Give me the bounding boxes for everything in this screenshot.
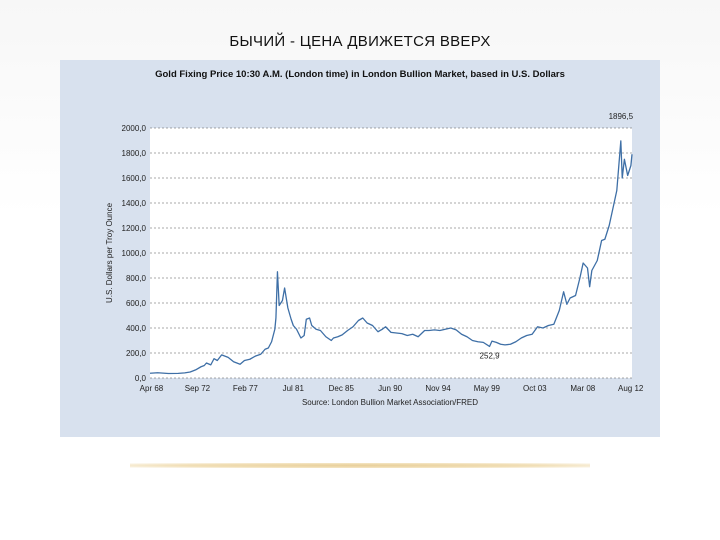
y-tick-label: 1600,0 [122, 174, 147, 183]
chart-title: Gold Fixing Price 10:30 A.M. (London tim… [155, 69, 565, 80]
y-tick-label: 1400,0 [122, 199, 147, 208]
annotation-label: 252,9 [480, 351, 501, 360]
slide-title: БЫЧИЙ - ЦЕНА ДВИЖЕТСЯ ВВЕРХ [229, 33, 491, 50]
series-line-gold-price [149, 140, 633, 375]
x-tick-labels: Apr 68 Sep 72 Feb 77 Jul 81 Dec 85 Jun 90 Nov … [140, 384, 644, 393]
x-tick-label: May 99 [474, 384, 501, 393]
y-tick-label: 600,0 [126, 299, 147, 308]
y-tick-label: 0,0 [135, 374, 147, 383]
y-tick-label: 1200,0 [122, 224, 147, 233]
chart-panel: Gold Fixing Price 10:30 A.M. (London tim… [60, 60, 660, 437]
x-tick-label: Feb 77 [233, 384, 258, 393]
x-tick-label: Mar 08 [570, 384, 595, 393]
annotation-label: 1896,5 [609, 112, 634, 121]
y-tick-label: 200,0 [126, 349, 147, 358]
decorative-rule [130, 463, 590, 468]
y-tick-label: 1000,0 [122, 249, 147, 258]
x-tick-label: Nov 94 [425, 384, 451, 393]
y-axis-title: U.S. Dollars per Troy Ounce [105, 202, 114, 303]
x-tick-label: Sep 72 [185, 384, 211, 393]
x-tick-label: Jun 90 [378, 384, 403, 393]
y-tick-label: 400,0 [126, 324, 147, 333]
annotations: 1896,5 252,9 [480, 112, 634, 360]
y-tick-label: 2000,0 [122, 124, 147, 133]
x-tick-label: Aug 12 [618, 384, 644, 393]
x-tick-label: Oct 03 [523, 384, 547, 393]
source-label: Source: London Bullion Market Associatio… [302, 398, 478, 407]
y-tick-label: 800,0 [126, 274, 147, 283]
grid-lines [150, 127, 632, 379]
x-tick-label: Dec 85 [329, 384, 355, 393]
x-tick-label: Apr 68 [140, 384, 164, 393]
y-tick-label: 1800,0 [122, 149, 147, 158]
y-tick-labels: 0,0 200,0 400,0 600,0 800,0 1000,0 1200,0 1400,… [122, 124, 147, 383]
x-tick-label: Jul 81 [283, 384, 305, 393]
gold-price-chart: Gold Fixing Price 10:30 A.M. (London tim… [105, 69, 644, 407]
